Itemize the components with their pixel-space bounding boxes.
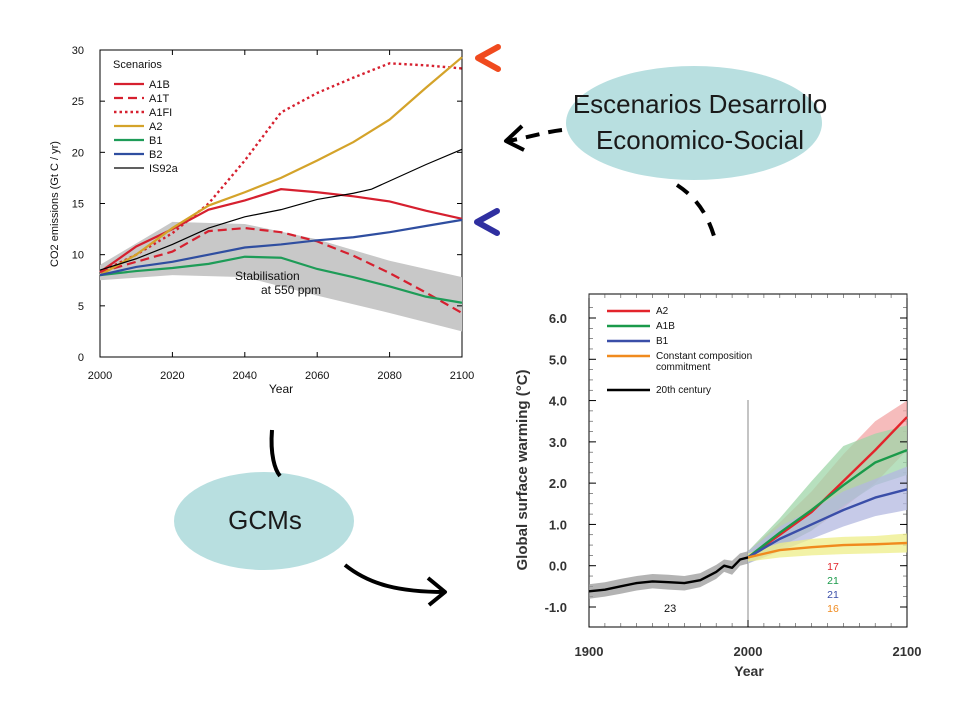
y-tick-label: 6.0 — [549, 311, 567, 326]
y-tick-label: 4.0 — [549, 394, 567, 409]
legend-label-a1fi: A1FI — [149, 107, 172, 119]
y-tick-label: 30 — [72, 45, 84, 57]
dashed-connector-left — [507, 128, 563, 143]
gcm-arrow-bottom — [343, 563, 446, 594]
series-line-a2 — [99, 56, 463, 277]
x-tick-label: 2000 — [734, 644, 763, 659]
model-count-label: 21 — [827, 589, 839, 601]
band-b1 — [748, 466, 907, 564]
legend-label-b1: B1 — [149, 135, 162, 147]
y-tick-label: 20 — [72, 147, 84, 159]
y-tick-label: 5.0 — [549, 352, 567, 367]
y-tick-label: 2.0 — [549, 476, 567, 491]
model-count-label: 21 — [827, 575, 839, 587]
gcms-ellipse — [174, 472, 354, 570]
warming-x-ticks: 1900 2000 2100 — [575, 620, 922, 659]
legend-label-is92a: IS92a — [149, 163, 179, 175]
scenarios-label-line2: Economico-Social — [595, 125, 805, 155]
arrow-to-warming-chart-icon — [426, 576, 447, 607]
dashed-connector-down — [675, 183, 718, 244]
warming-x-axis-label: Year — [734, 663, 764, 679]
series-line-b2 — [99, 218, 463, 277]
x-tick-label: 2020 — [160, 370, 184, 382]
emissions-y-axis-label: CO2 emissions (Gt C / yr) — [49, 141, 61, 267]
legend-label: 20th century — [656, 385, 711, 396]
x-tick-label: 2000 — [88, 370, 112, 382]
warming-uncertainty-bands — [589, 400, 907, 599]
emissions-legend: A1B A1T A1FI A2 B1 B2 IS92a — [114, 79, 179, 175]
x-tick-label: 2100 — [450, 370, 474, 382]
warming-y-axis-label: Global surface warming (°C) — [514, 369, 531, 570]
band-20th-century — [589, 551, 748, 599]
legend-label: A1B — [656, 321, 675, 332]
legend-label: commitment — [656, 362, 711, 373]
legend-label: Constant composition — [656, 351, 752, 362]
scenarios-label-line1: Escenarios Desarrollo — [572, 89, 828, 119]
emissions-series — [99, 56, 463, 314]
y-tick-label: 15 — [72, 199, 84, 211]
legend-title: Scenarios — [113, 59, 162, 71]
series-line-is92a — [99, 148, 463, 271]
emissions-chart: 0 5 10 15 20 25 30 2000 2020 2040 2060 2080 2100 St… — [49, 45, 474, 396]
legend-label-a1b: A1B — [149, 79, 170, 91]
annotation-overlays — [174, 44, 822, 607]
legend-label-b2: B2 — [149, 149, 162, 161]
y-tick-label: 5 — [78, 301, 84, 313]
x-tick-label: 2060 — [305, 370, 329, 382]
y-tick-label: 0.0 — [549, 559, 567, 574]
y-tick-label: 1.0 — [549, 517, 567, 532]
x-tick-label: 2040 — [233, 370, 257, 382]
warming-chart: -1.0 0.0 1.0 2.0 3.0 4.0 5.0 6.0 1900 2000 2100 A… — [514, 293, 922, 679]
model-counts: 17 21 21 16 — [827, 561, 839, 615]
x-tick-label: 1900 — [575, 644, 604, 659]
series-line-a1t — [99, 226, 463, 314]
y-tick-label: 25 — [72, 96, 84, 108]
x-tick-label: 2100 — [893, 644, 922, 659]
emissions-y-ticks: 0 5 10 15 20 25 30 — [72, 45, 462, 364]
y-tick-label: 0 — [78, 352, 84, 364]
emissions-x-axis-label: Year — [269, 382, 293, 396]
y-tick-label: 3.0 — [549, 435, 567, 450]
arrow-to-emissions-chart-icon — [504, 124, 525, 152]
series-line-a1fi — [99, 62, 463, 274]
series-line-b1 — [99, 255, 463, 304]
scenarios-ellipse — [566, 66, 822, 180]
red-pointer-arrow-icon — [475, 44, 501, 72]
model-count-label: 16 — [827, 603, 839, 615]
model-count-label: 17 — [827, 561, 839, 573]
blue-pointer-arrow-icon — [474, 208, 500, 236]
x-tick-label: 2080 — [377, 370, 401, 382]
y-tick-label: -1.0 — [545, 600, 567, 615]
series-line-20th-century — [588, 556, 749, 593]
band-constant-composition-commitment — [748, 533, 907, 562]
band-label-line1: Stabilisation — [235, 269, 300, 283]
legend-label-a1t: A1T — [149, 93, 169, 105]
gcm-arrow-top — [269, 429, 282, 478]
series-line-b1 — [747, 488, 908, 559]
warming-y-ticks: -1.0 0.0 1.0 2.0 3.0 4.0 5.0 6.0 — [545, 311, 907, 615]
legend-label: A2 — [656, 306, 669, 317]
stabilisation-band — [100, 221, 462, 332]
y-tick-label: 10 — [72, 250, 84, 262]
warming-series — [588, 416, 908, 593]
series-line-a1b — [99, 188, 463, 273]
scenarios-label: Escenarios Desarrollo Economico-Social — [540, 86, 860, 158]
band-label-line2: at 550 ppm — [261, 283, 321, 297]
count-20th-century: 23 — [664, 603, 676, 615]
legend-label: B1 — [656, 336, 669, 347]
emissions-x-ticks: 2000 2020 2040 2060 2080 2100 — [88, 50, 474, 382]
gcms-label: GCMs — [228, 504, 302, 535]
series-line-constant-composition-commitment — [747, 541, 908, 559]
legend-label-a2: A2 — [149, 121, 162, 133]
series-line-a1b — [747, 448, 908, 559]
